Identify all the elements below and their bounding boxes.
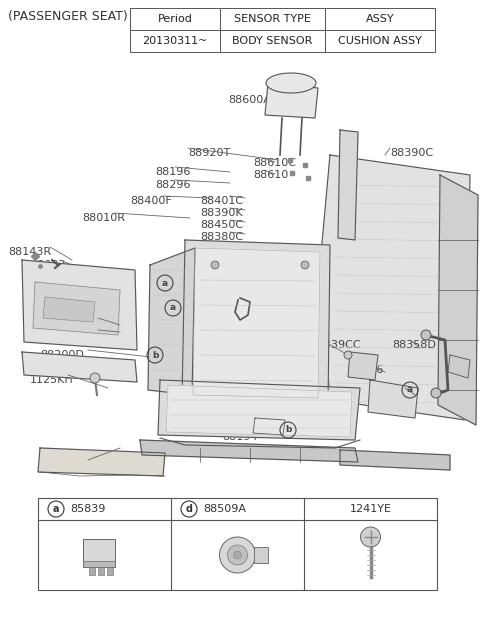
Text: 20130311~: 20130311~ <box>142 36 208 46</box>
Polygon shape <box>338 130 358 240</box>
Text: a: a <box>170 304 176 313</box>
Text: 88285D: 88285D <box>48 460 92 470</box>
Text: 88509A: 88509A <box>203 504 246 514</box>
Circle shape <box>211 261 219 269</box>
Polygon shape <box>22 352 137 382</box>
Bar <box>107 567 112 575</box>
Bar <box>220 30 325 52</box>
Circle shape <box>360 527 381 547</box>
Bar <box>83 561 115 567</box>
Text: ASSY: ASSY <box>366 14 394 24</box>
Bar <box>130 8 220 30</box>
Text: d: d <box>185 504 192 514</box>
Text: 85839: 85839 <box>70 504 106 514</box>
Text: 88401C: 88401C <box>200 196 243 206</box>
Text: 1125KH: 1125KH <box>30 375 74 385</box>
Circle shape <box>421 330 431 340</box>
Text: 88390K: 88390K <box>200 208 242 218</box>
Text: 88610C: 88610C <box>253 158 296 168</box>
Circle shape <box>233 551 241 559</box>
Text: a: a <box>162 279 168 288</box>
Circle shape <box>344 351 352 359</box>
Text: a: a <box>407 385 413 394</box>
Bar <box>325 8 435 30</box>
Text: 88390C: 88390C <box>390 148 433 158</box>
Bar <box>88 567 95 575</box>
Polygon shape <box>158 380 360 440</box>
Bar <box>38 498 437 590</box>
Text: (PASSENGER SEAT): (PASSENGER SEAT) <box>8 10 128 23</box>
Text: 88400F: 88400F <box>130 196 172 206</box>
Polygon shape <box>140 440 358 462</box>
Polygon shape <box>43 297 95 322</box>
Text: 88194: 88194 <box>222 432 257 442</box>
Text: a: a <box>53 504 59 514</box>
Polygon shape <box>166 385 352 437</box>
Bar <box>325 30 435 52</box>
Bar <box>83 539 115 567</box>
Text: 88600A: 88600A <box>228 95 271 105</box>
Text: CUSHION ASSY: CUSHION ASSY <box>338 36 422 46</box>
Text: 88010R: 88010R <box>82 213 125 223</box>
Text: 88196: 88196 <box>348 365 384 375</box>
Bar <box>97 567 104 575</box>
Polygon shape <box>348 352 378 380</box>
Text: 1241YE: 1241YE <box>349 504 392 514</box>
Text: 88143R: 88143R <box>8 247 51 257</box>
Text: SENSOR TYPE: SENSOR TYPE <box>234 14 311 24</box>
Polygon shape <box>193 248 320 398</box>
Ellipse shape <box>266 73 316 93</box>
Polygon shape <box>368 380 418 418</box>
Polygon shape <box>253 418 285 435</box>
Circle shape <box>219 537 255 573</box>
Polygon shape <box>148 248 195 395</box>
Text: 88083: 88083 <box>30 260 65 270</box>
Text: 88296: 88296 <box>155 180 191 190</box>
Bar <box>130 30 220 52</box>
Text: 88920T: 88920T <box>188 148 230 158</box>
Text: 88522A: 88522A <box>55 318 98 328</box>
Text: 88196: 88196 <box>155 167 191 177</box>
Polygon shape <box>265 83 318 118</box>
Text: BODY SENSOR: BODY SENSOR <box>232 36 312 46</box>
Polygon shape <box>340 450 450 470</box>
Text: 88030R: 88030R <box>375 388 418 398</box>
Polygon shape <box>38 448 165 476</box>
Polygon shape <box>438 175 478 425</box>
Text: 88358D: 88358D <box>392 340 436 350</box>
Circle shape <box>90 373 100 383</box>
Text: b: b <box>152 351 158 360</box>
Polygon shape <box>33 282 120 335</box>
Polygon shape <box>182 240 330 405</box>
Text: 88296: 88296 <box>178 298 214 308</box>
Text: Period: Period <box>157 14 192 24</box>
Text: 88610: 88610 <box>253 170 288 180</box>
Text: 88450C: 88450C <box>200 220 243 230</box>
Circle shape <box>228 545 248 565</box>
Text: b: b <box>285 426 291 435</box>
Polygon shape <box>22 260 137 350</box>
Bar <box>220 8 325 30</box>
Text: 1339CC: 1339CC <box>318 340 361 350</box>
Text: 88200D: 88200D <box>40 350 84 360</box>
Circle shape <box>431 388 441 398</box>
Bar <box>253 547 267 563</box>
Circle shape <box>301 261 309 269</box>
Text: 88380C: 88380C <box>200 232 243 242</box>
Text: 88504G: 88504G <box>55 330 99 340</box>
Polygon shape <box>320 155 470 420</box>
Polygon shape <box>448 355 470 378</box>
